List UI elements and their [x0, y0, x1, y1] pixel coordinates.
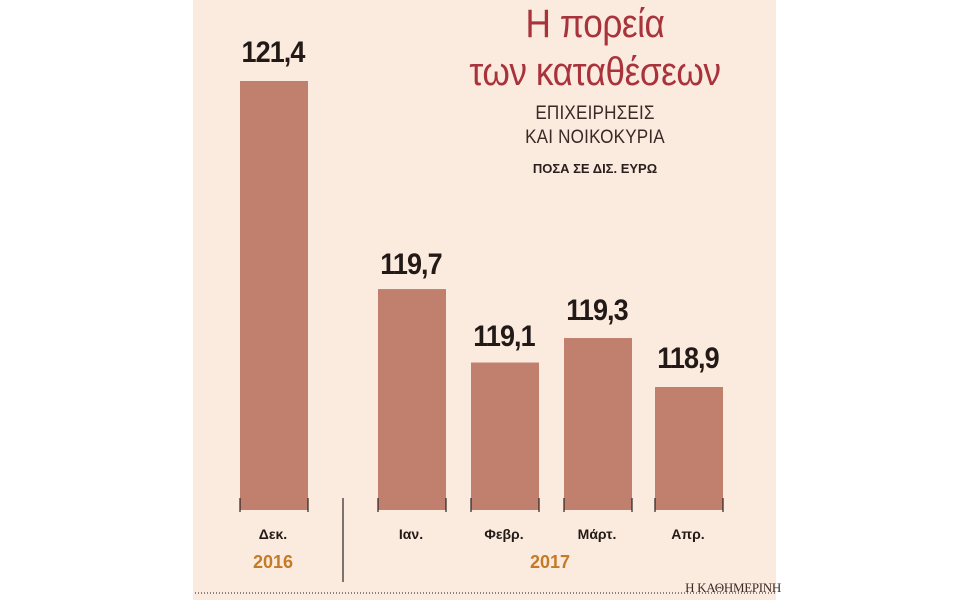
- chart-subtitle-line-1: ΕΠΙΧΕΙΡΗΣΕΙΣ: [535, 103, 655, 124]
- bar-dec: [240, 81, 308, 510]
- value-label-jan: 119,7: [380, 248, 442, 281]
- value-label-apr: 118,9: [657, 342, 719, 375]
- bar-jan: [378, 289, 446, 510]
- value-label-dec: 121,4: [241, 36, 305, 69]
- chart-subtitle-line-2: ΚΑΙ ΝΟΙΚΟΚΥΡΙΑ: [525, 127, 665, 148]
- year-label-2017: 2017: [529, 552, 571, 572]
- source-credit: Η ΚΑΘΗΜΕΡΙΝΗ: [685, 580, 781, 595]
- category-label-mar: Μάρτ.: [577, 526, 617, 542]
- chart-title-line-1: Η πορεία: [525, 2, 665, 46]
- category-label-dec: Δεκ.: [258, 526, 288, 542]
- category-label-feb: Φεβρ.: [484, 526, 524, 542]
- category-label-apr: Απρ.: [671, 526, 705, 542]
- bar-mar: [564, 338, 632, 510]
- year-label-2016: 2016: [252, 552, 294, 572]
- units-label: ΠΟΣΑ ΣΕ ΔΙΣ. ΕΥΡΩ: [532, 161, 658, 176]
- bar-feb: [471, 362, 539, 510]
- value-label-feb: 119,1: [473, 320, 535, 353]
- bar-apr: [655, 387, 723, 510]
- chart-title-line-2: των καταθέσεων: [469, 50, 721, 94]
- category-label-jan: Ιαν.: [398, 526, 424, 542]
- value-label-mar: 119,3: [566, 294, 628, 327]
